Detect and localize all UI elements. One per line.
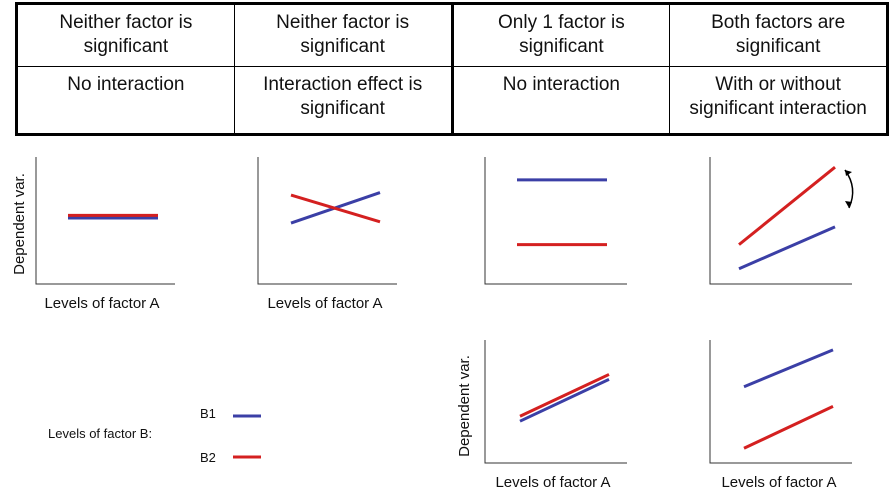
cell-neither-2: Neither factor is significant	[233, 3, 453, 67]
series-line-b2	[290, 193, 381, 224]
cell-no-interaction-2: No interaction	[450, 66, 671, 135]
y-axis-label-1: Dependent var.	[11, 173, 28, 275]
x-axis-label-3: Levels of factor A	[495, 474, 610, 491]
x-axis-label-1: Levels of factor A	[44, 295, 159, 312]
axis-frame	[484, 340, 627, 464]
x-axis-label-4: Levels of factor A	[721, 474, 836, 491]
cell-no-interaction-1: No interaction	[16, 66, 235, 135]
cell-interaction: Interaction effect is significant	[233, 66, 453, 135]
plot-neither-interaction	[257, 157, 397, 285]
cell-neither-1: Neither factor is significant	[16, 3, 235, 67]
plot-both-interaction	[709, 157, 852, 285]
axis-frame	[257, 157, 397, 285]
table-row: No interaction Interaction effect is sig…	[16, 66, 888, 135]
series-line-b1	[743, 348, 834, 389]
interaction-arrow-icon	[844, 169, 854, 209]
plot-neither-no-interaction	[35, 157, 175, 285]
series-line-b2	[743, 405, 834, 450]
axis-frame	[35, 157, 175, 285]
series-line-b2	[519, 373, 610, 418]
series-line-b2	[738, 165, 836, 246]
legend-b2-label: B2	[200, 450, 216, 465]
legend-title: Levels of factor B:	[48, 426, 152, 441]
x-axis-label-2: Levels of factor A	[267, 295, 382, 312]
axis-frame	[484, 157, 627, 285]
plot-one-factor	[484, 157, 627, 285]
axis-frame	[709, 157, 852, 285]
series-line-b1	[738, 225, 836, 271]
cell-both: Both factors are significant	[669, 3, 888, 67]
plot-one-factor-alt	[484, 340, 627, 464]
plot-both-no-interaction	[709, 340, 852, 464]
y-axis-label-2: Dependent var.	[456, 355, 473, 457]
legend-b1-label: B1	[200, 406, 216, 421]
series-line-b1	[519, 378, 610, 423]
cell-with-without: With or without significant interaction	[669, 66, 888, 135]
table-row: Neither factor is significant Neither fa…	[16, 3, 888, 67]
axis-frame	[709, 340, 852, 464]
summary-table: Neither factor is significant Neither fa…	[15, 2, 889, 136]
